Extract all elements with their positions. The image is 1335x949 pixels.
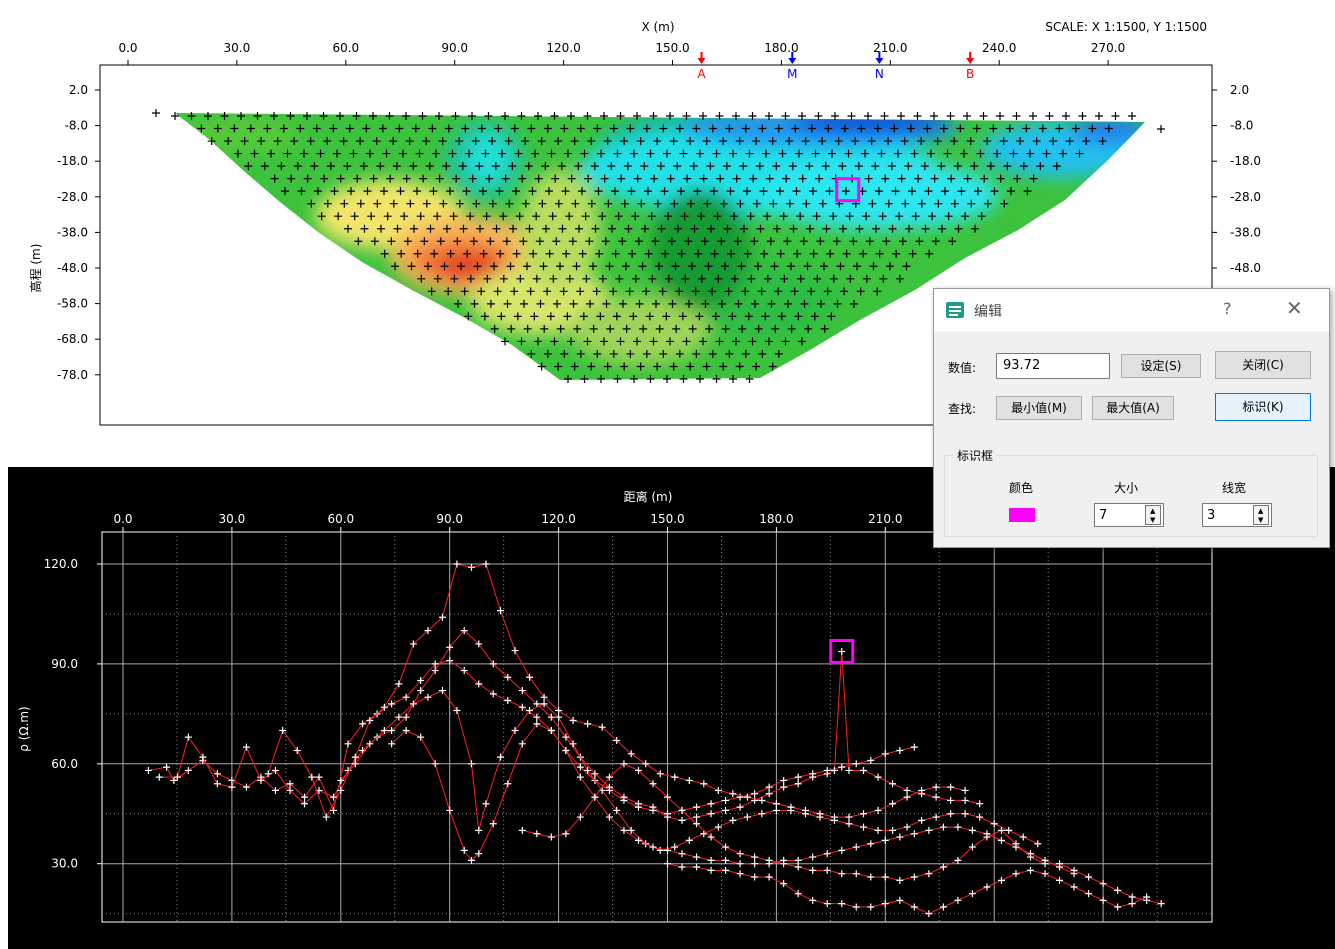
set-button[interactable]: 设定(S)	[1121, 354, 1201, 378]
y-tick-label-right: -18.0	[1230, 154, 1261, 168]
y-tick-label: 2.0	[69, 83, 88, 97]
help-button[interactable]: ?	[1223, 299, 1232, 318]
x-tick-label: 120.0	[546, 41, 580, 55]
size-label: 大小	[1114, 479, 1138, 496]
chart-y-tick-label: 120.0	[44, 557, 78, 571]
find-max-button[interactable]: 最大值(A)	[1092, 396, 1174, 420]
size-spin-arrows[interactable]: ▲ ▼	[1145, 505, 1161, 525]
marker-color-swatch[interactable]	[1009, 508, 1035, 522]
dialog-titlebar[interactable]: 编辑 ? ✕	[934, 289, 1329, 331]
chart-x-label: 距离 (m)	[624, 489, 673, 504]
x-axis-label: X (m)	[641, 20, 674, 34]
chart-x-tick-label: 30.0	[219, 512, 246, 526]
edit-app-icon	[946, 302, 964, 318]
chart-x-tick-label: 90.0	[436, 512, 463, 526]
chart-y-tick-label: 30.0	[51, 857, 78, 871]
x-tick-label: 180.0	[764, 41, 798, 55]
y-tick-label-right: -48.0	[1230, 261, 1261, 275]
chart-x-tick-label: 0.0	[113, 512, 132, 526]
chart-y-label: ρ (Ω.m)	[17, 706, 31, 751]
chart-y-tick-label: 60.0	[51, 757, 78, 771]
electrode-label: B	[966, 67, 974, 81]
y-tick-label-right: -8.0	[1230, 119, 1253, 133]
size-value: 7	[1099, 508, 1107, 523]
chart-x-tick-label: 150.0	[650, 512, 684, 526]
y-tick-label: -8.0	[65, 119, 88, 133]
dialog-title: 编辑	[974, 301, 1002, 321]
y-tick-label: -68.0	[57, 332, 88, 346]
chart-y-axis: 120.0 90.0 60.0 30.0	[44, 557, 102, 871]
y-tick-label: -28.0	[57, 190, 88, 204]
electrode-label: M	[787, 67, 797, 81]
line-width-label: 线宽	[1222, 479, 1246, 496]
y-tick-label-right: 2.0	[1230, 83, 1249, 97]
chart-x-tick-label: 60.0	[327, 512, 354, 526]
x-tick-label: 240.0	[982, 41, 1016, 55]
chart-x-tick-label: 210.0	[868, 512, 902, 526]
color-label: 颜色	[1009, 479, 1033, 496]
y-tick-label: -38.0	[57, 225, 88, 239]
x-tick-label: 270.0	[1091, 41, 1125, 55]
line-width-spinner[interactable]: 3 ▲ ▼	[1202, 503, 1272, 527]
chart-x-tick-label: 120.0	[541, 512, 575, 526]
chart-x-axis: 0.0 30.0 60.0 90.0 120.0 150.0 180.0 210.0	[113, 512, 902, 532]
x-tick-label: 150.0	[655, 41, 689, 55]
close-button[interactable]: 关闭(C)	[1215, 351, 1311, 379]
x-tick-label: 210.0	[873, 41, 907, 55]
edit-dialog: 编辑 ? ✕ 数值: 93.72 设定(S) 关闭(C) 查找: 最小值(M) …	[933, 288, 1330, 548]
y-tick-label: -18.0	[57, 154, 88, 168]
x-tick-label: 90.0	[441, 41, 468, 55]
mark-button[interactable]: 标识(K)	[1215, 393, 1311, 421]
electrode-label: N	[875, 67, 884, 81]
x-tick-label: 30.0	[224, 41, 251, 55]
line-width-spin-arrows[interactable]: ▲ ▼	[1253, 505, 1269, 525]
find-label: 查找:	[948, 400, 976, 417]
top-x-axis: 0.0 30.0 60.0 90.0 120.0 150.0 180.0 210.0 240.0…	[118, 41, 1125, 65]
close-icon[interactable]: ✕	[1286, 296, 1303, 320]
y-axis-label: 高程 (m)	[28, 244, 43, 293]
marker-box-group-title: 标识框	[954, 447, 996, 464]
y-tick-label: -48.0	[57, 261, 88, 275]
value-input[interactable]: 93.72	[996, 353, 1110, 379]
line-width-value: 3	[1207, 508, 1215, 523]
scale-label: SCALE: X 1:1500, Y 1:1500	[1045, 20, 1207, 34]
chart-x-tick-label: 180.0	[759, 512, 793, 526]
find-min-button[interactable]: 最小值(M)	[996, 396, 1082, 420]
y-tick-label-right: -28.0	[1230, 190, 1261, 204]
chart-y-tick-label: 90.0	[51, 657, 78, 671]
electrode-arrow-head	[788, 58, 796, 64]
y-tick-label-right: -38.0	[1230, 225, 1261, 239]
x-tick-label: 60.0	[332, 41, 359, 55]
y-tick-label: -58.0	[57, 297, 88, 311]
electrode-label: A	[697, 67, 706, 81]
value-label: 数值:	[948, 359, 976, 376]
x-tick-label: 0.0	[118, 41, 137, 55]
electrode-arrow-head	[966, 58, 974, 64]
y-tick-label: -78.0	[57, 368, 88, 382]
electrode-arrow-head	[875, 58, 883, 64]
electrode-arrow-head	[698, 58, 706, 64]
size-spinner[interactable]: 7 ▲ ▼	[1094, 503, 1164, 527]
